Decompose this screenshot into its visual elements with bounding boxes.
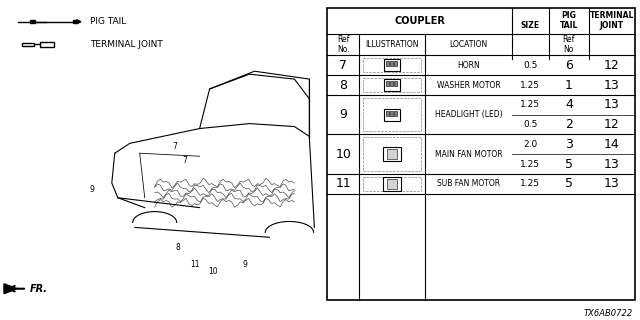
Text: 13: 13 [604, 158, 620, 171]
Text: 1.25: 1.25 [520, 81, 540, 90]
Bar [364, 58, 421, 72]
Text: TERMINAL
JOINT: TERMINAL JOINT [589, 11, 634, 30]
Text: 1.25: 1.25 [520, 160, 540, 169]
Bar [386, 111, 389, 116]
Text: 5: 5 [565, 158, 573, 171]
Text: 13: 13 [604, 78, 620, 92]
Text: HORN: HORN [457, 61, 480, 70]
Text: 0.5: 0.5 [524, 120, 538, 129]
Text: 2: 2 [565, 118, 573, 131]
Text: 7: 7 [182, 156, 187, 165]
Text: TX6AB0722: TX6AB0722 [584, 309, 633, 318]
Bar [22, 43, 34, 46]
Text: SIZE: SIZE [521, 21, 540, 30]
Text: 4: 4 [565, 98, 573, 111]
Text: 7: 7 [172, 142, 177, 151]
Bar [384, 59, 400, 71]
Bar [384, 79, 400, 91]
Polygon shape [4, 284, 17, 294]
Text: 1.25: 1.25 [520, 100, 540, 109]
Text: 6: 6 [565, 59, 573, 72]
Text: HEADLIGHT (LED): HEADLIGHT (LED) [435, 110, 502, 119]
Text: Ref
No.: Ref No. [337, 35, 349, 54]
Text: 7: 7 [339, 59, 348, 72]
Text: 13: 13 [604, 177, 620, 190]
Text: SUB FAN MOTOR: SUB FAN MOTOR [437, 180, 500, 188]
Text: LOCATION: LOCATION [449, 40, 488, 49]
Text: TERMINAL JOINT: TERMINAL JOINT [90, 40, 163, 49]
Bar [383, 177, 401, 191]
Bar [390, 61, 393, 66]
Bar [394, 81, 397, 86]
Text: PIG
TAIL: PIG TAIL [560, 11, 578, 30]
Bar [390, 81, 393, 86]
Text: 8: 8 [339, 78, 348, 92]
Bar [73, 20, 77, 23]
Text: 10: 10 [335, 148, 351, 161]
Bar [390, 111, 393, 116]
Text: MAIN FAN MOTOR: MAIN FAN MOTOR [435, 150, 502, 159]
Bar [327, 8, 635, 300]
Text: 12: 12 [604, 59, 620, 72]
Bar [384, 109, 400, 121]
Text: 13: 13 [604, 98, 620, 111]
Text: FR.: FR. [30, 284, 48, 294]
Text: 14: 14 [604, 138, 620, 151]
Text: 11: 11 [190, 260, 200, 269]
Text: 12: 12 [604, 118, 620, 131]
Bar [364, 137, 421, 171]
Text: WASHER MOTOR: WASHER MOTOR [436, 81, 500, 90]
Text: 10: 10 [208, 268, 218, 276]
Text: PIG TAIL: PIG TAIL [90, 17, 126, 26]
Polygon shape [77, 20, 81, 24]
Bar [386, 61, 389, 66]
Bar [364, 98, 421, 132]
Text: 8: 8 [175, 243, 180, 252]
Text: 3: 3 [565, 138, 573, 151]
Text: 9: 9 [242, 260, 247, 269]
Bar [364, 177, 421, 191]
Bar [40, 42, 54, 47]
Bar [387, 149, 397, 159]
Bar [383, 147, 401, 161]
Text: 1: 1 [565, 78, 573, 92]
Text: 9: 9 [339, 108, 348, 121]
Bar [394, 61, 397, 66]
Text: 0.5: 0.5 [524, 61, 538, 70]
Text: 1.25: 1.25 [520, 180, 540, 188]
Text: ILLUSTRATION: ILLUSTRATION [365, 40, 419, 49]
Text: COUPLER: COUPLER [394, 16, 445, 26]
Bar [386, 81, 389, 86]
Text: 2.0: 2.0 [524, 140, 538, 149]
Bar [30, 20, 35, 23]
Text: 9: 9 [90, 185, 94, 194]
Text: 11: 11 [335, 177, 351, 190]
Bar [387, 179, 397, 189]
Text: 5: 5 [565, 177, 573, 190]
Text: Ref
No: Ref No [563, 35, 575, 54]
Bar [394, 111, 397, 116]
Bar [364, 78, 421, 92]
